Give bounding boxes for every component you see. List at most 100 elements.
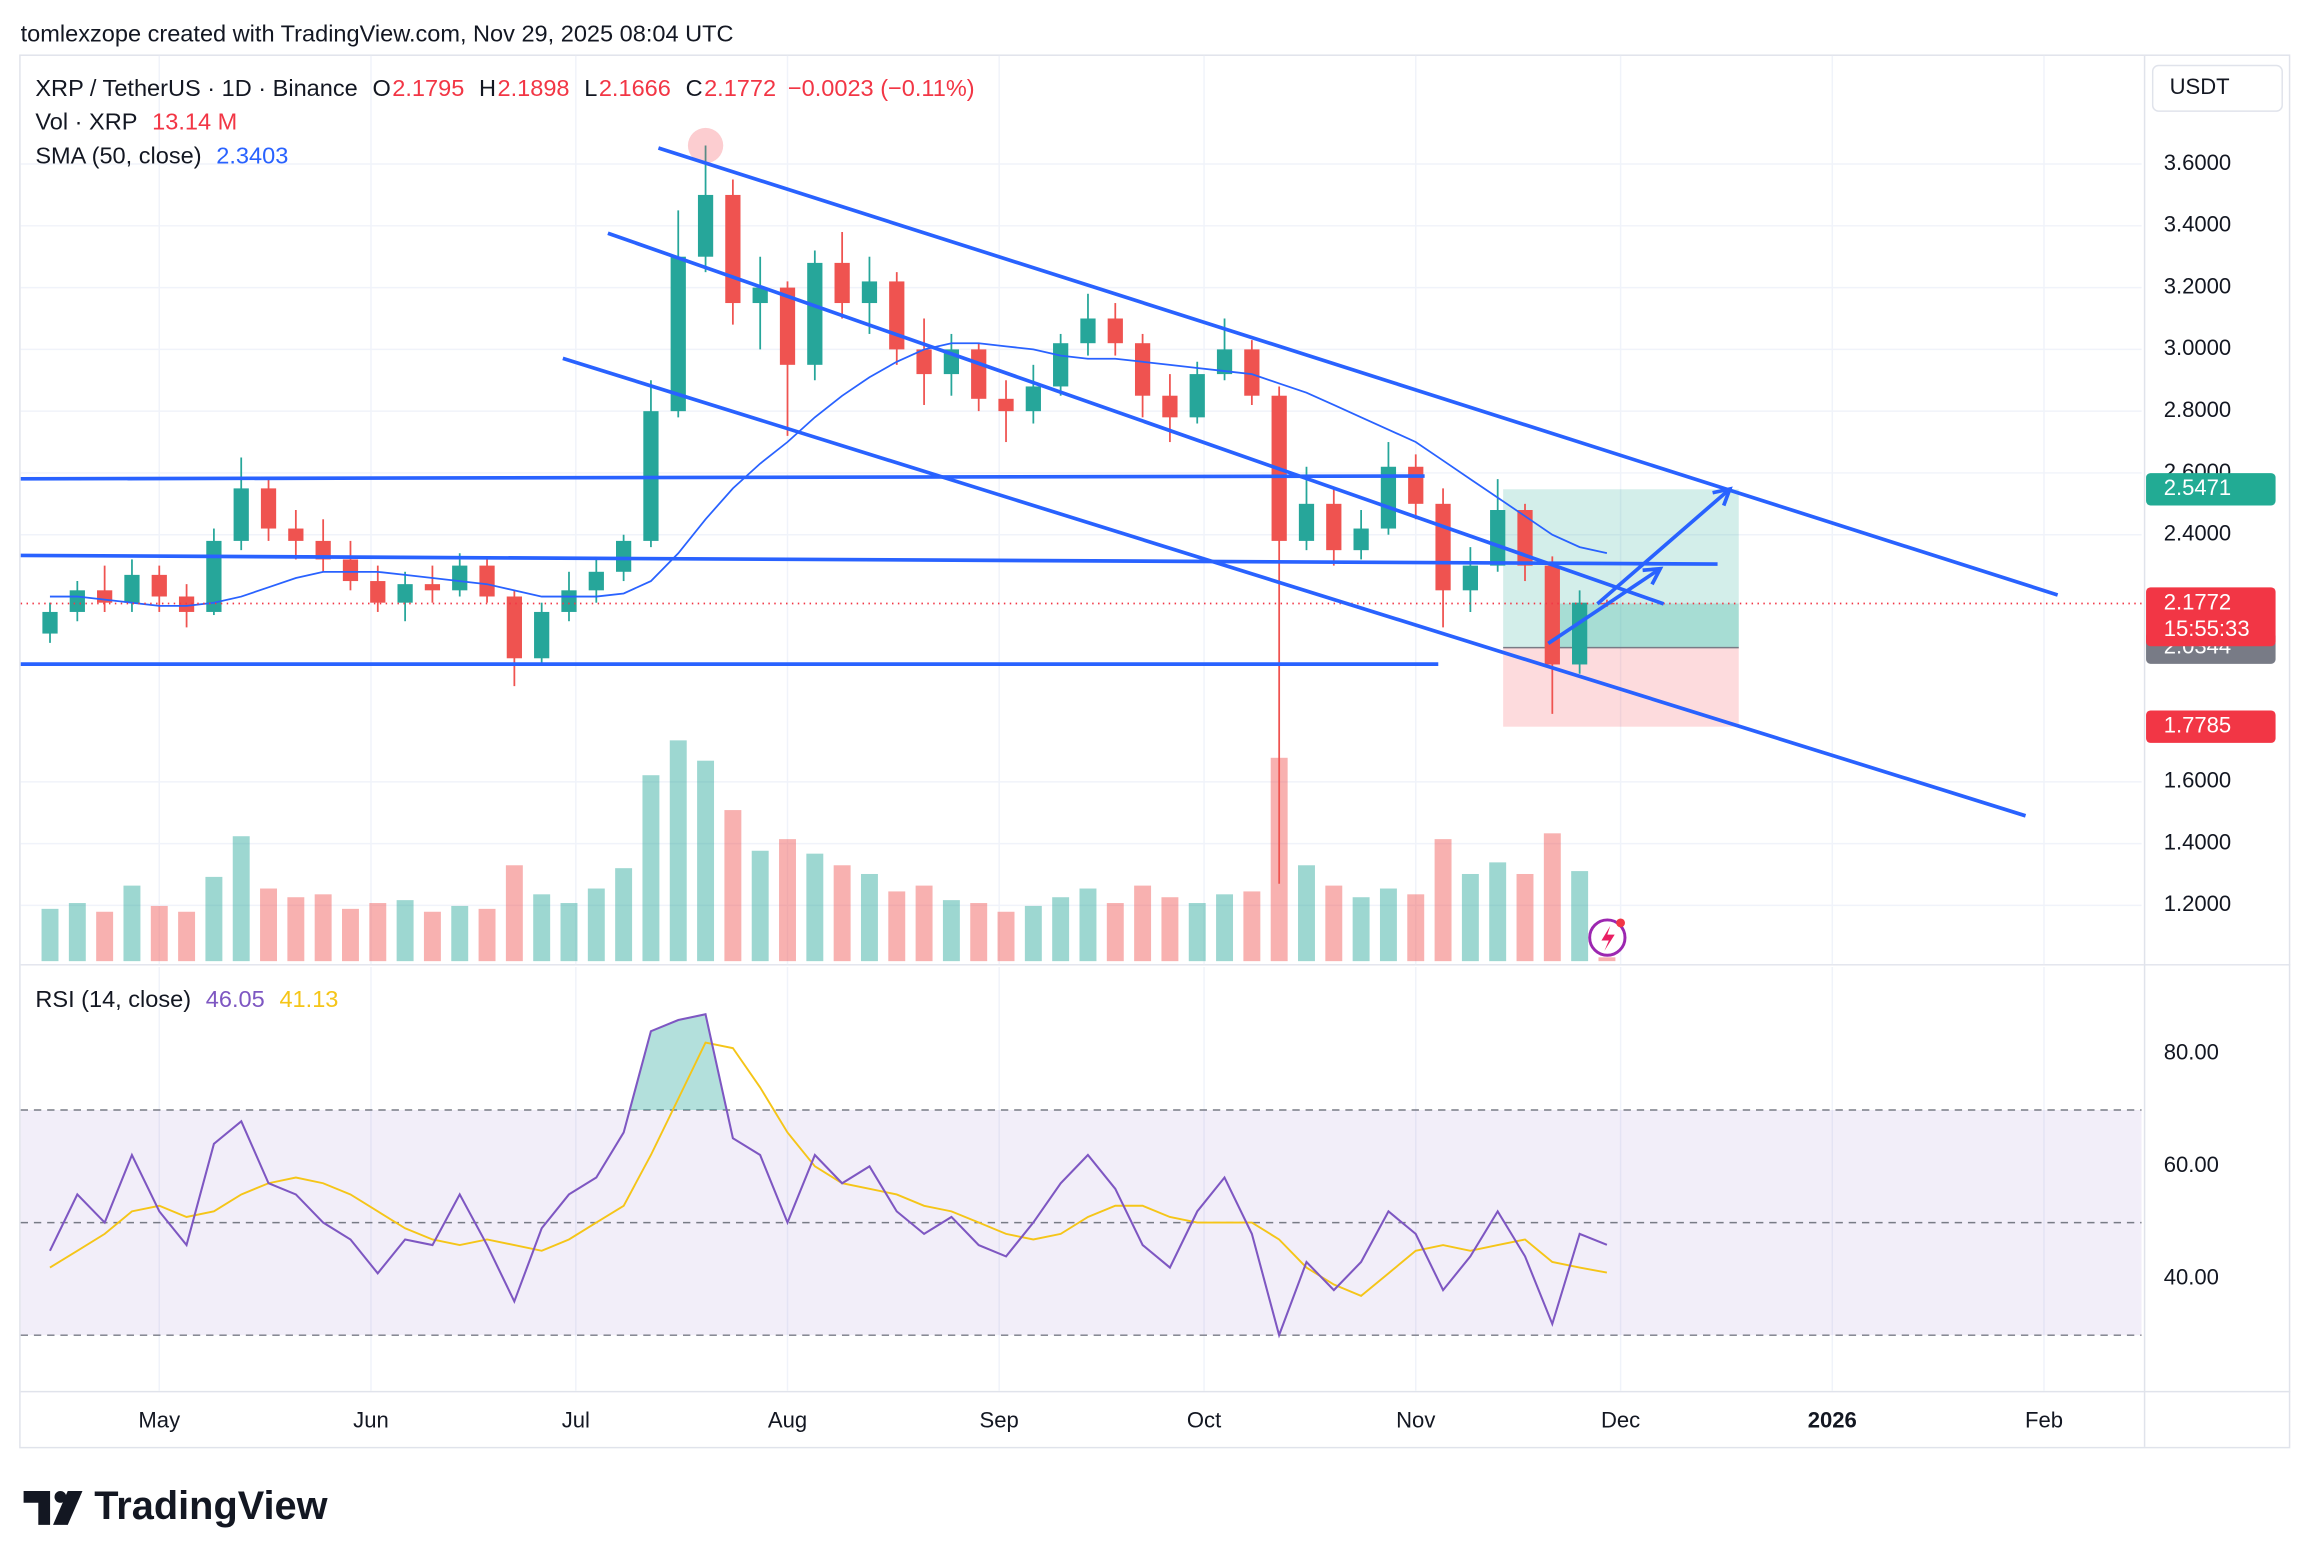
volume-bar — [642, 775, 660, 962]
candle-body — [779, 287, 796, 365]
candle-body — [233, 488, 249, 541]
candle-body — [1544, 565, 1560, 665]
rsi-tick-label: 60.00 — [2164, 1152, 2219, 1177]
legend-row: Vol · XRP 13.14 M — [35, 109, 237, 135]
candle-body — [1244, 349, 1260, 396]
volume-bar — [833, 865, 851, 962]
candle-body — [1517, 510, 1533, 566]
legend-item: 13.14 M — [152, 109, 237, 135]
volume-bar — [915, 885, 933, 962]
candle-body — [397, 584, 413, 603]
candle-body — [479, 565, 495, 597]
rsi-tick-label: 40.00 — [2164, 1265, 2219, 1290]
candle-body — [342, 559, 359, 582]
volume-bar — [41, 908, 59, 962]
legend-item: 2.1666 — [599, 75, 671, 101]
volume-bar — [1434, 839, 1452, 962]
volume-bar — [888, 891, 906, 962]
legend-item: 2.1795 — [392, 75, 464, 101]
volume-bar — [806, 853, 824, 962]
legend-item: SMA (50, close) — [35, 143, 201, 169]
price-label: 1.7785 — [2164, 713, 2231, 738]
legend-item: H — [479, 75, 496, 101]
legend-item: O — [372, 75, 390, 101]
legend-item: L — [584, 75, 597, 101]
volume-bar — [1516, 873, 1534, 962]
volume-bar — [123, 885, 141, 962]
volume-bar — [342, 908, 359, 962]
candle-body — [834, 262, 850, 304]
candle-body — [1380, 466, 1397, 529]
volume-bar — [1243, 891, 1261, 962]
volume-bar — [314, 894, 332, 962]
legend-item: 2.1772 — [704, 75, 776, 101]
price-label: 2.5471 — [2164, 475, 2231, 500]
x-tick-label: Nov — [1396, 1408, 1435, 1433]
candle-body — [315, 540, 331, 560]
y-tick-label: 2.4000 — [2164, 521, 2231, 546]
volume-bar — [942, 900, 960, 962]
volume-bar — [369, 903, 387, 962]
volume-bar — [970, 903, 988, 962]
candle-body — [69, 590, 85, 612]
trend-line — [20, 474, 1425, 481]
candle-body — [1162, 395, 1178, 418]
candle-body — [971, 349, 987, 399]
legend-row: SMA (50, close) 2.3403 — [35, 143, 288, 169]
volume-bar — [1489, 862, 1507, 962]
candle-body — [670, 256, 686, 412]
candle-body — [1189, 374, 1205, 418]
candle-body — [588, 571, 604, 591]
volume-bar — [232, 836, 250, 962]
volume-bar — [587, 888, 605, 962]
x-tick-label: Oct — [1187, 1408, 1221, 1433]
volume-bar — [287, 897, 305, 962]
frame — [19, 54, 2291, 1449]
grid — [20, 55, 2142, 1391]
rsi-line — [49, 1013, 1608, 1339]
candle-body — [1462, 565, 1478, 591]
candle-body — [370, 581, 386, 603]
volume-bar — [96, 911, 114, 962]
volume-bar — [1461, 873, 1479, 962]
brand: TradingView — [94, 1484, 327, 1528]
high-marker — [687, 127, 724, 164]
alert-icon[interactable] — [1588, 918, 1627, 957]
volume-bar — [779, 839, 796, 962]
volume-bar — [178, 911, 196, 962]
candle-body — [1053, 343, 1069, 387]
candle-body — [998, 398, 1014, 412]
candle-body — [1435, 503, 1451, 591]
x-tick-label: Jun — [353, 1408, 389, 1433]
candle-body — [1134, 343, 1151, 396]
trend-line — [607, 231, 1665, 606]
volume-bar — [68, 903, 86, 962]
legend-item: Vol · XRP — [35, 109, 137, 135]
candle-body — [452, 565, 468, 591]
currency-box[interactable] — [2151, 64, 2283, 112]
candle-body — [725, 194, 741, 304]
candle-body — [1107, 318, 1123, 344]
x-tick-label: Dec — [1601, 1408, 1640, 1433]
y-tick-label: 3.6000 — [2164, 150, 2231, 175]
volume-bar — [1106, 903, 1124, 962]
candle-body — [697, 194, 714, 257]
candle-body — [1408, 466, 1424, 504]
volume-bar — [1379, 888, 1397, 962]
x-tick-label: Sep — [980, 1408, 1019, 1433]
candle-layer — [20, 127, 2142, 884]
candle-body — [615, 540, 632, 572]
candle-body — [1572, 602, 1588, 665]
candle-body — [1353, 528, 1369, 551]
candle-body — [206, 540, 222, 612]
volume-bar — [1052, 897, 1070, 962]
y-tick-label: 3.4000 — [2164, 212, 2231, 237]
volume-bar — [724, 810, 742, 962]
trend-line — [657, 146, 2059, 597]
volume-bar — [150, 905, 168, 962]
legend-item: −0.0023 (−0.11%) — [788, 75, 975, 101]
candle-body — [1080, 318, 1096, 344]
currency[interactable]: USDT — [2170, 74, 2230, 99]
